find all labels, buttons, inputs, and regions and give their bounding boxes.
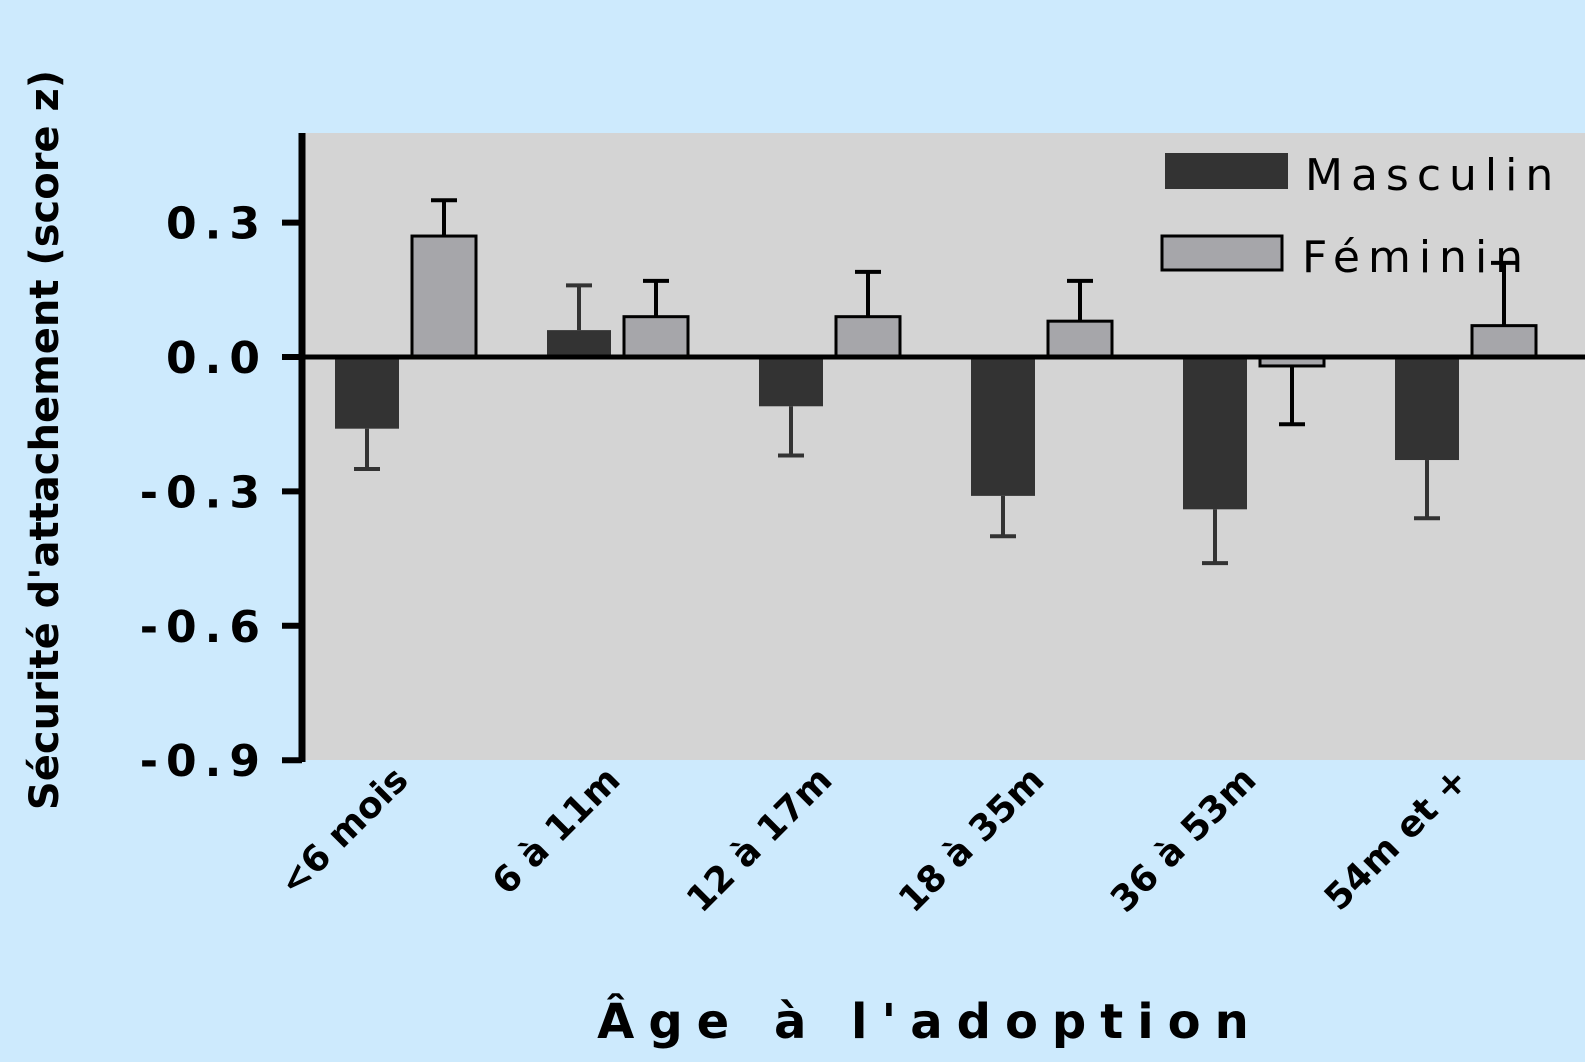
x-category-label: 12 à 17m <box>679 759 840 920</box>
bar-f-minin-1 <box>410 234 478 359</box>
y-tick-label: -0.6 <box>140 602 268 653</box>
error-bar-f-minin-3 <box>855 269 881 317</box>
error-bar-masculin-4 <box>990 495 1016 539</box>
x-category-label: 36 à 53m <box>1103 759 1264 920</box>
legend-swatch-masculin <box>1165 153 1288 189</box>
plot-area <box>302 133 1585 760</box>
error-bar-f-minin-6 <box>1491 260 1517 326</box>
y-tick-label: 0.0 <box>166 333 268 384</box>
error-bar-masculin-2 <box>566 283 592 331</box>
error-bar-f-minin-1 <box>431 198 457 237</box>
bar-f-minin-3 <box>834 315 902 359</box>
legend-label-masculin: Masculin <box>1305 150 1561 201</box>
bar-f-minin-2 <box>622 315 690 359</box>
x-axis-title: Âge à l'adoption <box>597 993 1263 1050</box>
bar-masculin-2 <box>547 330 611 357</box>
bar-masculin-5 <box>1183 357 1247 510</box>
bar-masculin-3 <box>759 357 823 407</box>
error-bar-masculin-3 <box>778 406 804 458</box>
bar-f-minin-4 <box>1046 319 1114 359</box>
error-bar-masculin-5 <box>1202 509 1228 566</box>
bars-layer <box>335 234 1538 510</box>
error-bar-f-minin-4 <box>1067 278 1093 322</box>
x-category-label: 18 à 35m <box>891 759 1052 920</box>
y-tick-label: -0.9 <box>140 736 268 787</box>
x-category-labels: <6 mois 6 à 11m 12 à 17m 18 à 35m 36 à 53m 54… <box>272 759 1477 920</box>
bar-masculin-6 <box>1395 357 1459 461</box>
x-category-label: 54m et + <box>1317 759 1476 918</box>
error-bar-masculin-1 <box>354 428 380 471</box>
error-bar-masculin-6 <box>1414 460 1440 521</box>
legend: Masculin Féminin <box>1160 150 1561 283</box>
legend-swatch-feminin <box>1160 234 1284 272</box>
y-tick-label: 0.3 <box>166 199 268 250</box>
bar-masculin-4 <box>971 357 1035 496</box>
legend-label-feminin: Féminin <box>1302 232 1531 283</box>
error-bar-f-minin-2 <box>643 278 669 317</box>
x-category-label: <6 mois <box>272 759 417 904</box>
bar-f-minin-6 <box>1470 324 1538 359</box>
y-tick-label: -0.3 <box>140 467 268 518</box>
error-bars-layer <box>354 198 1517 566</box>
x-category-label: 6 à 11m <box>485 759 629 903</box>
error-bar-f-minin-5 <box>1279 365 1305 427</box>
y-ticks: 0.3 0.0 -0.3 -0.6 -0.9 <box>140 199 302 787</box>
y-axis-title: Sécurité d'attachement (score z) <box>22 70 68 810</box>
bar-masculin-1 <box>335 357 399 429</box>
